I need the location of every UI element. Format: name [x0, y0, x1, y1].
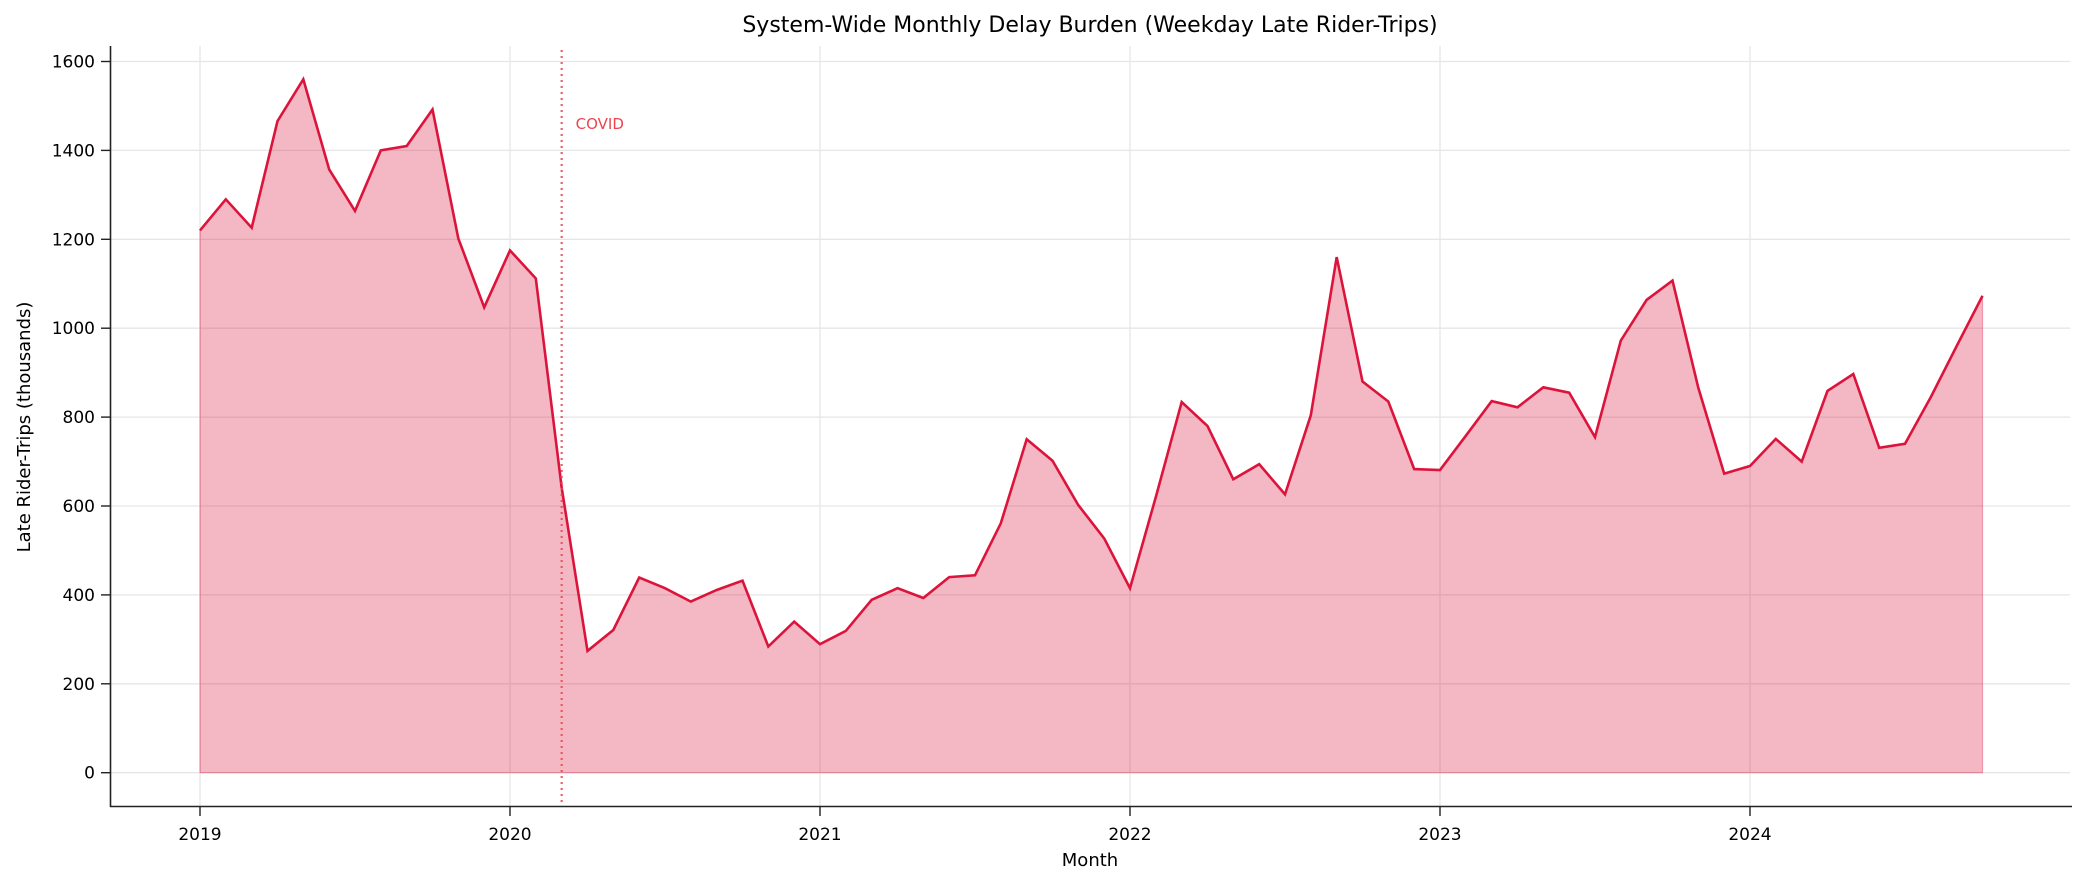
covid-label: COVID — [576, 115, 624, 133]
y-axis-ticks: 0 200 400 600 800 1000 1200 1400 1600 — [52, 53, 110, 784]
y-tick-label: 1400 — [52, 141, 95, 161]
x-tick-label: 2023 — [1418, 825, 1461, 845]
x-axis-label: Month — [1062, 850, 1118, 871]
y-tick-label: 600 — [63, 497, 95, 517]
x-tick-label: 2020 — [488, 825, 531, 845]
chart-title: System-Wide Monthly Delay Burden (Weekda… — [742, 13, 1437, 38]
series-line — [198, 76, 1984, 654]
gridlines — [111, 46, 2070, 806]
data-series-area — [198, 76, 1984, 774]
y-tick-label: 800 — [63, 408, 95, 428]
y-tick-label: 200 — [63, 675, 95, 695]
y-tick-label: 0 — [84, 764, 95, 784]
y-tick-label: 1000 — [52, 319, 95, 339]
x-tick-label: 2019 — [178, 825, 221, 845]
x-tick-label: 2024 — [1728, 825, 1771, 845]
y-tick-label: 1200 — [52, 230, 95, 250]
axes — [109, 46, 2072, 808]
x-tick-label: 2021 — [798, 825, 841, 845]
area-fill — [199, 77, 1984, 774]
y-tick-label: 1600 — [52, 53, 95, 73]
y-tick-label: 400 — [63, 586, 95, 606]
x-axis-ticks: 2019 2020 2021 2022 2023 2024 — [178, 807, 1772, 845]
y-axis-label: Late Rider-Trips (thousands) — [14, 302, 35, 553]
covid-annotation: COVID — [560, 50, 624, 806]
x-tick-label: 2022 — [1108, 825, 1151, 845]
